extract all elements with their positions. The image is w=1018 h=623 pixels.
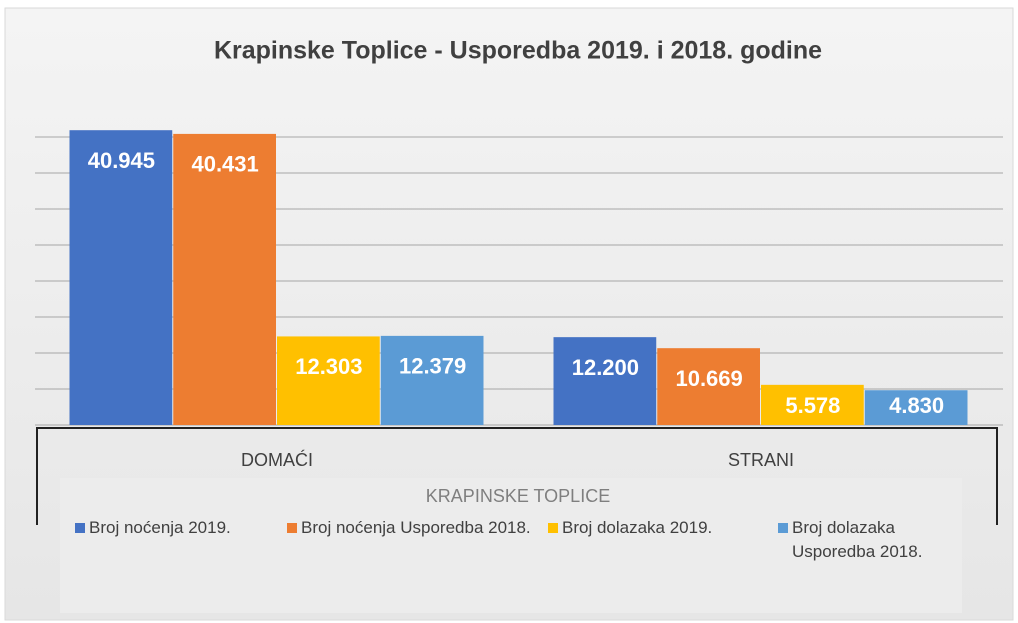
frame <box>36 427 998 525</box>
value-label: 12.200 <box>572 355 639 380</box>
legend-title: KRAPINSKE TOPLICE <box>426 486 610 506</box>
value-label: 40.431 <box>191 152 258 177</box>
legend-box <box>60 478 962 613</box>
bar <box>277 336 380 425</box>
legend-entry: Broj dolazaka 2019. <box>548 516 776 540</box>
value-label: 5.578 <box>785 393 840 418</box>
legend-label: Broj dolazaka 2019. <box>562 518 713 537</box>
legend-entry: Broj dolazaka Usporedba 2018. <box>778 516 970 564</box>
value-label: 12.303 <box>295 354 362 379</box>
bar <box>173 133 276 426</box>
chart-title: Krapinske Toplice - Usporedba 2019. i 20… <box>214 37 822 65</box>
legend-entry: Broj noćenja Usporedba 2018. <box>287 516 545 540</box>
bar <box>864 390 968 425</box>
legend-entry: Broj noćenja 2019. <box>75 516 285 540</box>
x-tick-label: DOMAĆI <box>241 449 313 470</box>
x-tick-label: STRANI <box>728 450 794 470</box>
value-label: 4.830 <box>889 393 944 418</box>
legend-swatch <box>287 523 297 533</box>
legend-label: Broj dolazaka Usporedba 2018. <box>792 518 923 561</box>
bar <box>553 337 657 425</box>
value-label: 10.669 <box>675 366 742 391</box>
bar <box>761 384 864 425</box>
legend-label: Broj noćenja Usporedba 2018. <box>301 518 531 537</box>
bar <box>657 348 760 425</box>
value-label: 40.945 <box>88 148 155 173</box>
bar <box>380 335 484 425</box>
legend-swatch <box>778 523 788 533</box>
value-label: 12.379 <box>399 354 466 379</box>
legend-swatch <box>548 523 558 533</box>
legend-swatch <box>75 523 85 533</box>
legend-label: Broj noćenja 2019. <box>89 518 231 537</box>
bar <box>69 130 173 426</box>
